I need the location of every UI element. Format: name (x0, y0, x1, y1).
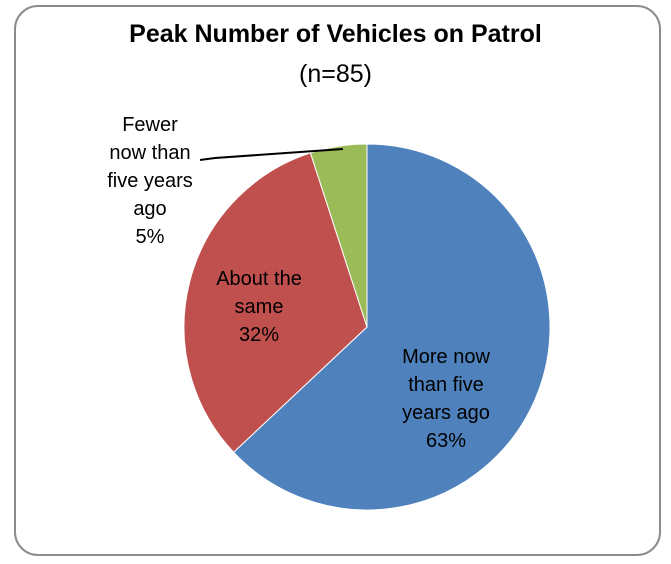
chart-title: Peak Number of Vehicles on Patrol (129, 20, 542, 48)
label-about-same: About the same 32% (216, 268, 302, 346)
label-fewer-now: Fewer now than five years ago 5% (107, 114, 193, 248)
slice-fewer-now (309, 143, 368, 328)
leader-line (199, 148, 344, 161)
chart-subtitle: (n=85) (299, 60, 372, 88)
slice-about-same (183, 152, 368, 453)
slice-more-now (232, 143, 551, 511)
label-more-now: More now than five years ago 63% (402, 346, 490, 452)
